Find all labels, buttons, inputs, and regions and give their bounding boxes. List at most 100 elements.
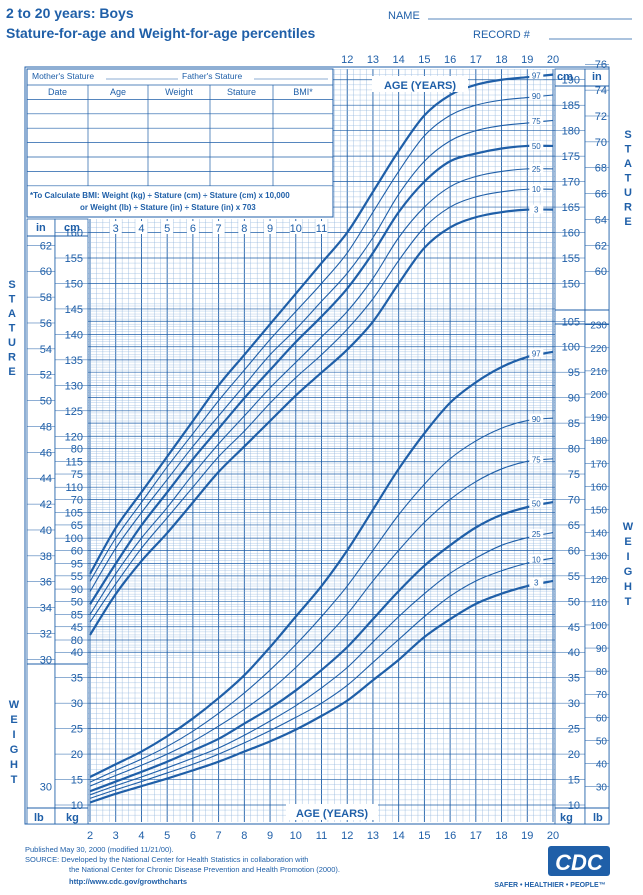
unit-lb-right: lb bbox=[593, 812, 603, 824]
tick-label-in-right: 66 bbox=[595, 189, 607, 201]
stature-curve-p25 bbox=[89, 168, 554, 615]
bmi-note-line2: or Weight (lb) ÷ Stature (in) ÷ Stature … bbox=[80, 203, 256, 212]
source-line2: the National Center for Chronic Disease … bbox=[69, 865, 340, 874]
tick-label-in-left: 30 bbox=[40, 654, 52, 666]
stature-side-right-letter: T bbox=[625, 144, 632, 156]
unit-kg-left: kg bbox=[66, 812, 79, 824]
tick-label-cm-left: 100 bbox=[65, 533, 83, 545]
stature-curve-p50 bbox=[89, 144, 554, 605]
tick-label-in-left: 58 bbox=[40, 292, 52, 304]
tick-label-kg-right: 70 bbox=[568, 494, 580, 506]
tick-label-lb-right: 230 bbox=[590, 321, 607, 332]
age-tick-inset-bg bbox=[135, 221, 148, 234]
stature-percentile-label: 90 bbox=[532, 92, 541, 101]
age-tick-top: 17 bbox=[470, 54, 482, 66]
tick-label-kg-right: 30 bbox=[568, 698, 580, 710]
age-tick-bottom: 11 bbox=[316, 830, 327, 842]
tick-label-kg-left: 10 bbox=[71, 800, 83, 812]
age-tick-top: 20 bbox=[547, 54, 559, 66]
mothers-stature-label: Mother's Stature bbox=[32, 71, 94, 81]
age-tick-bottom: 4 bbox=[138, 830, 144, 842]
tick-label-kg-left: 55 bbox=[71, 571, 83, 583]
age-tick-inset-bg bbox=[212, 221, 225, 234]
age-tick-inset: 8 bbox=[241, 223, 247, 235]
stature-curve-p97 bbox=[89, 73, 554, 575]
tick-label-kg-left: 70 bbox=[71, 494, 83, 506]
weight-curve-p75 bbox=[89, 458, 554, 787]
tick-label-cm-left: 105 bbox=[65, 508, 83, 520]
tick-label-in-left: 46 bbox=[40, 447, 52, 459]
tick-label-lb-right: 220 bbox=[590, 344, 607, 355]
tick-label-kg-right: 45 bbox=[568, 622, 580, 634]
tick-label-cm-right: 170 bbox=[562, 177, 580, 189]
age-tick-top: 15 bbox=[418, 54, 430, 66]
tick-label-in-left: 36 bbox=[40, 577, 52, 589]
age-tick-bottom: 18 bbox=[495, 830, 507, 842]
tick-label-kg-right: 100 bbox=[562, 342, 580, 354]
age-tick-top: 16 bbox=[444, 54, 456, 66]
tick-label-in-right: 72 bbox=[595, 111, 607, 123]
weight-percentile-label: 75 bbox=[532, 456, 541, 465]
cdc-url[interactable]: http://www.cdc.gov/growthcharts bbox=[69, 877, 187, 886]
tick-label-in-left: 60 bbox=[40, 266, 52, 278]
weight-side-right-letter: I bbox=[626, 551, 629, 563]
weight-side-right-letter: W bbox=[623, 521, 634, 533]
tick-label-in-right: 76 bbox=[595, 59, 607, 71]
tick-label-kg-right: 90 bbox=[568, 393, 580, 405]
stature-percentile-label: 75 bbox=[532, 117, 541, 126]
tick-label-kg-left: 75 bbox=[71, 469, 83, 481]
age-tick-inset: 11 bbox=[316, 223, 327, 235]
stature-side-right-letter: E bbox=[624, 216, 631, 228]
age-tick-top: 12 bbox=[341, 54, 353, 66]
stature-label-bg bbox=[529, 116, 544, 126]
age-tick-inset: 9 bbox=[267, 223, 273, 235]
axis-column bbox=[554, 68, 586, 825]
tick-label-in-right: 60 bbox=[595, 266, 607, 278]
age-tick-inset: 7 bbox=[216, 223, 222, 235]
tick-label-cm-right: 180 bbox=[562, 126, 580, 138]
weight-label-bg bbox=[529, 454, 544, 464]
weight-curve-p50 bbox=[89, 500, 554, 793]
unit-cm-right: cm bbox=[557, 71, 573, 83]
tick-label-in-left: 42 bbox=[40, 499, 52, 511]
cdc-logo-box bbox=[548, 846, 610, 876]
unit-cm-left: cm bbox=[64, 222, 80, 234]
tick-label-in-right: 70 bbox=[595, 137, 607, 149]
tick-label-kg-right: 85 bbox=[568, 418, 580, 430]
tick-label-cm-left: 160 bbox=[65, 228, 83, 240]
stature-side-left-letter: S bbox=[8, 279, 15, 291]
tick-label-kg-left: 45 bbox=[71, 622, 83, 634]
tick-label-kg-right: 50 bbox=[568, 596, 580, 608]
stature-percentile-label: 97 bbox=[532, 71, 541, 80]
stature-percentile-label: 10 bbox=[532, 185, 541, 194]
tick-label-in-left: 54 bbox=[40, 344, 52, 356]
fathers-stature-label: Father's Stature bbox=[182, 71, 242, 81]
tick-label-cm-left: 145 bbox=[65, 304, 83, 316]
age-label-bottom-bg bbox=[286, 804, 378, 820]
age-tick-inset: 10 bbox=[290, 223, 302, 235]
age-tick-inset: 6 bbox=[190, 223, 196, 235]
tick-label-kg-left: 35 bbox=[71, 673, 83, 685]
weight-curve-p97 bbox=[89, 350, 554, 778]
unit-lb-left: lb bbox=[34, 812, 44, 824]
stature-label-bg bbox=[529, 163, 544, 173]
weight-side-left-letter: H bbox=[10, 759, 18, 771]
tick-label-in-right: 64 bbox=[595, 214, 607, 226]
weight-curve-p10 bbox=[89, 557, 554, 799]
tick-label-kg-right: 55 bbox=[568, 571, 580, 583]
age-tick-inset: 4 bbox=[138, 223, 144, 235]
tick-label-kg-right: 80 bbox=[568, 444, 580, 456]
weight-label-bg bbox=[529, 413, 544, 423]
tick-label-lb-right: 80 bbox=[596, 667, 608, 678]
tick-label-kg-left: 20 bbox=[71, 749, 83, 761]
age-tick-bottom: 7 bbox=[216, 830, 222, 842]
tick-label-lb-right: 40 bbox=[596, 760, 608, 771]
weight-percentile-label: 90 bbox=[532, 415, 541, 424]
cdc-tagline: SAFER • HEALTHIER • PEOPLE™ bbox=[494, 882, 605, 889]
tick-label-kg-right: 10 bbox=[568, 800, 580, 812]
tick-label-kg-right: 60 bbox=[568, 545, 580, 557]
stature-curve-p75 bbox=[89, 119, 554, 592]
age-tick-inset: 5 bbox=[164, 223, 170, 235]
stature-percentile-label: 3 bbox=[534, 206, 539, 215]
